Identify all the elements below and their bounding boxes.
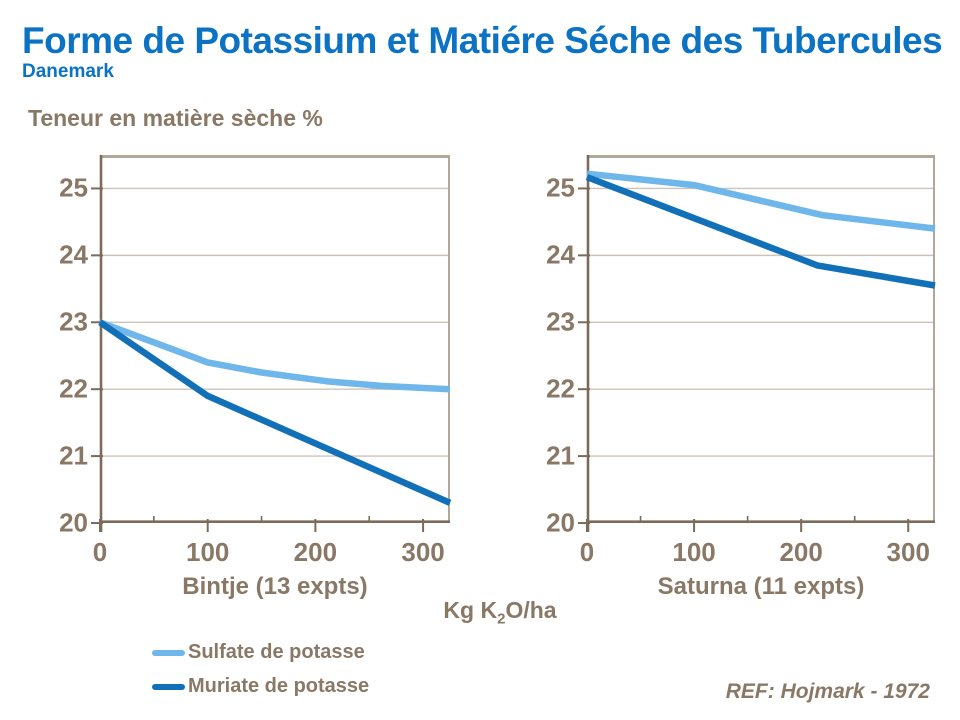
legend-item-muriate: Muriate de potasse	[152, 675, 369, 698]
y-tick-label: 20	[59, 507, 88, 538]
x-tick-label: 100	[672, 537, 716, 567]
y-tick-label: 21	[546, 440, 575, 471]
legend-label-sulfate: Sulfate de potasse	[188, 641, 365, 663]
x-tick-label: 0	[92, 537, 108, 567]
y-tick-label: 22	[59, 373, 88, 404]
saturna-caption: Saturna (11 expts)	[657, 573, 865, 600]
y-axis-title: Teneur en matière sèche %	[28, 105, 323, 131]
y-tick-label: 25	[546, 172, 575, 203]
sulfate-line-swatch-icon	[152, 649, 185, 656]
series-line	[585, 174, 936, 289]
x-tick-label: 200	[779, 537, 823, 567]
y-tick-label: 24	[59, 239, 88, 270]
x-axis-unit-post: O/ha	[505, 597, 557, 623]
bintje-chart: Bintje (13 expts) 20 21 22 23 24 25 0 100 200 300	[59, 155, 452, 600]
x-tick-label: 300	[886, 537, 930, 567]
series-line	[98, 319, 452, 506]
x-tick-label: 300	[401, 537, 445, 567]
y-tick-label: 22	[546, 373, 575, 404]
x-tick-label: 0	[579, 537, 595, 567]
y-tick-label: 23	[546, 306, 575, 337]
legend: Sulfate de potasse Muriate de potasse	[152, 641, 369, 709]
bintje-caption: Bintje (13 expts)	[182, 573, 368, 600]
muriate-line-swatch-icon	[152, 683, 185, 690]
saturna-chart: Saturna (11 expts) 20 21 22 23 24 25 0 100 200 30…	[546, 155, 936, 600]
y-tick-label: 21	[59, 440, 88, 471]
series-line	[586, 170, 936, 232]
y-tick-label: 24	[546, 239, 575, 270]
y-tick-label: 25	[59, 172, 88, 203]
reference-text: REF: Hojmark - 1972	[725, 680, 930, 703]
legend-item-sulfate: Sulfate de potasse	[152, 641, 369, 664]
x-axis-unit-pre: Kg K	[443, 597, 498, 623]
x-tick-label: 100	[185, 537, 230, 567]
page-subtitle: Danemark	[22, 61, 114, 82]
x-axis-unit-label: Kg K2O/ha	[428, 597, 572, 628]
saturna-plot-area	[578, 155, 936, 532]
page-title: Forme de Potassium et Matiére Séche des …	[22, 20, 943, 61]
legend-label-muriate: Muriate de potasse	[188, 675, 370, 697]
x-axis-unit-subscript: 2	[497, 610, 506, 628]
series-line	[98, 319, 451, 393]
bintje-plot-area	[91, 155, 452, 532]
y-tick-label: 23	[59, 306, 88, 337]
x-tick-label: 200	[293, 537, 338, 567]
y-tick-label: 20	[546, 507, 575, 538]
